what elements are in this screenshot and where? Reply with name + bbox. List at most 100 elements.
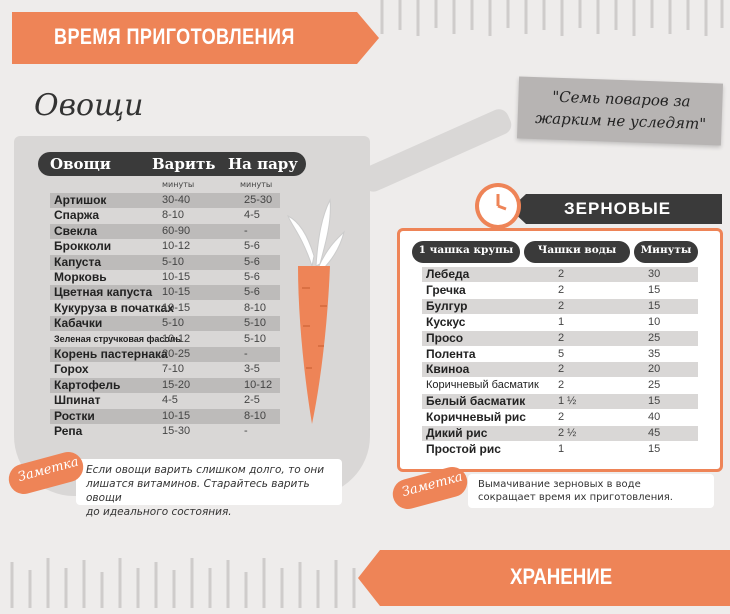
vegetable-name: Брокколи: [54, 239, 112, 254]
cook-minutes: 45: [648, 427, 661, 439]
steam-time: 8-10: [244, 301, 267, 314]
grain-row: Простой рис 1 15: [422, 442, 698, 457]
boil-time: 4-5: [162, 394, 178, 407]
cook-minutes: 30: [648, 268, 661, 280]
steam-time: 8-10: [244, 409, 267, 422]
vegetables-note: Если овощи варить слишком долго, то они …: [76, 459, 342, 518]
grain-row: Просо 2 25: [422, 330, 698, 346]
vegetable-name: Картофель: [54, 377, 121, 392]
grain-row: Кускус 1 10: [422, 315, 698, 330]
vegetables-note-line-1: Если овощи варить слишком долго, то они: [86, 464, 325, 476]
vegetables-heading: Овощи: [34, 88, 144, 123]
steam-time: -: [244, 348, 248, 360]
utensils-decoration-top: [380, 0, 724, 36]
boil-time: 60-90: [162, 224, 191, 237]
vegetable-row: Капуста 5-10 5-6: [50, 254, 280, 270]
steam-time: 5-6: [244, 240, 260, 253]
clock-face: [479, 187, 517, 225]
boil-time: 5-10: [162, 317, 185, 330]
water-cups: 1 ½: [558, 395, 577, 408]
steam-units: минуты: [240, 180, 273, 189]
carrot-icon: [287, 198, 345, 424]
grain-name: Кускус: [426, 314, 466, 329]
cook-minutes: 10: [648, 315, 661, 328]
water-cups: 5: [558, 347, 565, 360]
grains-column-header-grain: 1 чашка крупы: [412, 241, 520, 263]
steam-time: 10-12: [244, 378, 273, 391]
vegetable-row: Кукуруза в початках 10-15 8-10: [50, 301, 280, 316]
vegetable-name: Свекла: [54, 223, 98, 238]
steam-time: 5-6: [244, 286, 260, 299]
grain-name: Булгур: [426, 298, 468, 313]
cook-minutes: 15: [648, 299, 661, 312]
vegetable-name: Корень пастернака: [54, 347, 168, 361]
vegetable-row: Картофель 15-20 10-12: [50, 377, 280, 393]
quote-line-2: жарким не уследят": [534, 109, 707, 134]
grain-name: Полента: [426, 346, 476, 361]
grain-name: Белый басматик: [426, 394, 526, 409]
boil-time: 10-15: [162, 301, 191, 314]
boil-time: 8-10: [162, 209, 185, 222]
boil-time: 15-30: [162, 425, 191, 437]
grains-column-header-minutes: Минуты: [634, 241, 698, 263]
steam-time: 5-10: [244, 317, 267, 330]
vegetable-row: Шпинат 4-5 2-5: [50, 393, 280, 408]
water-cups: 2: [558, 363, 565, 376]
header-banner: ВРЕМЯ ПРИГОТОВЛЕНИЯ: [12, 12, 379, 64]
vegetable-name: Цветная капуста: [54, 285, 153, 300]
vegetable-row: Кабачки 5-10 5-10: [50, 316, 280, 332]
grain-name: Коричневый рис: [426, 410, 526, 425]
grain-row: Лебеда 2 30: [422, 267, 698, 282]
vegetable-name: Кукуруза в початках: [54, 300, 174, 315]
vegetable-name: Кабачки: [54, 316, 103, 331]
cook-minutes: 15: [648, 395, 661, 408]
vegetable-row: Цветная капуста 10-15 5-6: [50, 285, 280, 301]
grain-row: Коричневый басматик 2 25: [422, 378, 698, 393]
vegetable-row: Артишок 30-40 25-30: [50, 193, 280, 208]
steam-time: 3-5: [244, 363, 260, 376]
vegetable-row: Зеленая стручковая фасоль 10-12 5-10: [50, 332, 280, 347]
grain-row: Булгур 2 15: [422, 298, 698, 314]
grain-row: Гречка 2 15: [422, 283, 698, 298]
boil-time: 10-12: [162, 240, 191, 253]
grain-name: Коричневый басматик: [426, 379, 539, 392]
boil-time: 10-15: [162, 409, 191, 422]
cook-minutes: 15: [648, 442, 661, 455]
quote-card: "Семь поваров за жарким не уследят": [516, 76, 724, 146]
steam-time: 5-6: [244, 255, 260, 268]
water-cups: 2: [558, 268, 565, 280]
vegetable-name: Капуста: [54, 254, 101, 269]
cook-minutes: 25: [648, 331, 661, 344]
cook-minutes: 40: [648, 411, 661, 424]
steam-time: 5-6: [244, 271, 260, 283]
boil-time: 10-12: [162, 332, 191, 345]
grain-name: Лебеда: [426, 267, 470, 281]
vegetable-row: Репа 15-30 -: [50, 424, 280, 439]
grains-note-label: Заметка: [400, 469, 465, 501]
vegetables-table-header: [38, 152, 306, 176]
grains-title-bar: ЗЕРНОВЫЕ: [510, 194, 722, 224]
grains-note: Вымачивание зерновых в воде сокращает вр…: [468, 474, 714, 508]
grains-note-line-1: Вымачивание зерновых в воде: [478, 479, 641, 490]
vegetable-name: Морковь: [54, 270, 107, 284]
grain-name: Гречка: [426, 282, 466, 297]
vegetable-name: Репа: [54, 424, 83, 438]
grain-name: Простой рис: [426, 441, 501, 456]
boil-time: 10-15: [162, 271, 191, 283]
boil-time: 30-40: [162, 194, 191, 206]
grain-row: Квиноа 2 20: [422, 362, 698, 378]
water-cups: 2: [558, 299, 565, 312]
grains-note-line-2: сокращает время их приготовления.: [478, 492, 673, 503]
vegetable-row: Брокколи 10-12 5-6: [50, 239, 280, 254]
steam-time: -: [244, 224, 248, 237]
water-cups: 2: [558, 411, 565, 424]
pot-handle: [357, 106, 515, 195]
boil-time: 10-15: [162, 286, 191, 299]
grain-row: Белый басматик 1 ½ 15: [422, 394, 698, 410]
vegetable-name: Зеленая стручковая фасоль: [54, 333, 181, 344]
vegetables-note-line-2: лишатся витаминов. Старайтесь варить ово…: [86, 478, 310, 504]
utensils-decoration-bottom: [10, 558, 356, 608]
grains-title: ЗЕРНОВЫЕ: [564, 199, 672, 218]
cook-minutes: 25: [648, 379, 661, 392]
column-header-vegetable: Овощи: [50, 155, 111, 173]
